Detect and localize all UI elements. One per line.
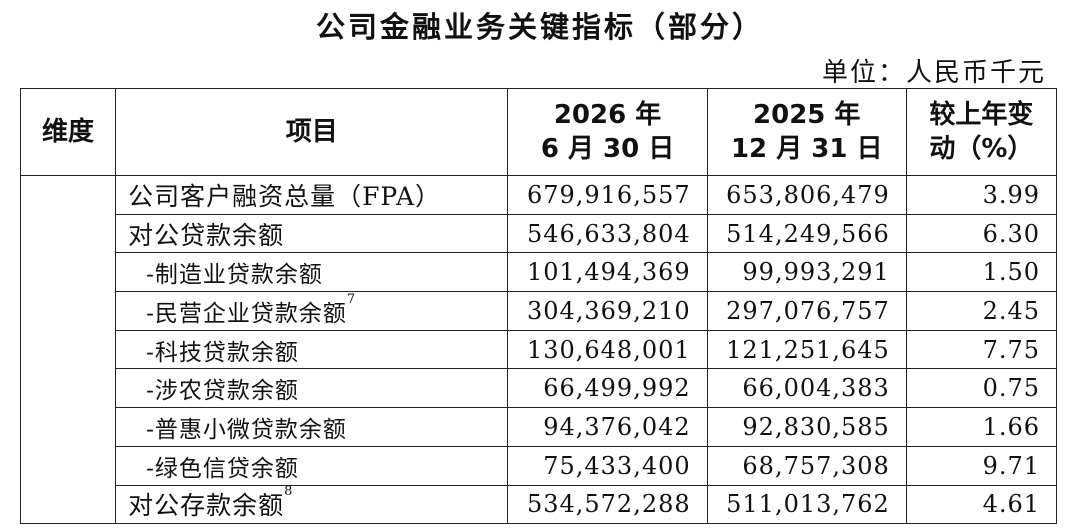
- row-item-label: -普惠小微贷款余额: [146, 416, 347, 443]
- header-change-line2: 动（%）: [929, 134, 1034, 164]
- row-item: 对公存款余额8: [115, 484, 509, 525]
- value-2026: 75,433,400: [507, 445, 708, 486]
- header-2025: 2025 年 12 月 31 日: [706, 88, 907, 176]
- row-item: -涉农贷款余额: [115, 368, 509, 409]
- value-2025: 99,993,291: [706, 252, 907, 293]
- table-row: -民营企业贷款余额7 304,369,210 297,076,757 2.45: [21, 291, 1058, 331]
- table-row: -普惠小微贷款余额 94,376,042 92,830,585 1.66: [21, 407, 1058, 447]
- change-percent: 6.30: [905, 213, 1058, 254]
- value-2026: 534,572,288: [507, 484, 708, 525]
- row-item: 对公贷款余额: [115, 213, 509, 254]
- value-2025: 297,076,757: [706, 291, 907, 331]
- unit-label: 单位：人民币千元: [821, 58, 1046, 88]
- row-item: 公司客户融资总量（FPA）: [115, 175, 509, 215]
- header-dimension: 维度: [19, 88, 117, 176]
- change-percent: 1.50: [905, 252, 1058, 293]
- row-item-label: -民营企业贷款余额: [146, 300, 347, 327]
- header-row: 维度 项目 2026 年 6 月 30 日 2025 年 12 月 31 日 较…: [19, 88, 1058, 176]
- value-2026: 546,633,804: [507, 213, 708, 254]
- table-row: -涉农贷款余额 66,499,992 66,004,383 0.75: [21, 368, 1058, 409]
- table-row: 对公存款余额8 534,572,288 511,013,762 4.61: [21, 484, 1058, 525]
- row-item: -民营企业贷款余额7: [115, 291, 509, 331]
- header-change-line1: 较上年变: [929, 100, 1034, 130]
- row-item-label: -绿色信贷余额: [146, 455, 299, 482]
- value-2025: 92,830,585: [706, 407, 907, 447]
- footnote-marker: 8: [284, 485, 294, 500]
- value-2025: 66,004,383: [706, 368, 907, 409]
- change-percent: 4.61: [905, 484, 1058, 525]
- value-2025: 514,249,566: [706, 213, 907, 254]
- table-body: 公司客户融资总量（FPA） 679,916,557 653,806,479 3.99 对…: [19, 174, 1058, 525]
- change-percent: 3.99: [905, 175, 1058, 215]
- value-2026: 101,494,369: [507, 252, 708, 293]
- header-item: 项目: [115, 88, 509, 176]
- row-item: -绿色信贷余额: [115, 445, 509, 486]
- value-2026: 66,499,992: [507, 368, 708, 409]
- row-item-label: -涉农贷款余额: [146, 378, 299, 405]
- row-item-label: 对公存款余额: [128, 491, 285, 521]
- row-item: -科技贷款余额: [115, 329, 509, 370]
- header-change: 较上年变 动（%）: [905, 88, 1058, 176]
- change-percent: 2.45: [905, 291, 1058, 331]
- row-item-label: -制造业贷款余额: [146, 262, 323, 289]
- header-2025-year: 2025 年: [753, 100, 861, 130]
- row-item-label: 公司客户融资总量（FPA）: [128, 181, 442, 211]
- table-row: 对公贷款余额 546,633,804 514,249,566 6.30: [21, 213, 1058, 254]
- header-2026-date: 6 月 30 日: [540, 134, 675, 164]
- document-title: 公司金融业务关键指标（部分）: [315, 10, 764, 44]
- value-2026: 679,916,557: [507, 175, 708, 215]
- metrics-table: 维度 项目 2026 年 6 月 30 日 2025 年 12 月 31 日 较…: [19, 88, 1058, 525]
- row-item-label: 对公贷款余额: [128, 220, 285, 250]
- value-2025: 68,757,308: [706, 445, 907, 486]
- table-row: -绿色信贷余额 75,433,400 68,757,308 9.71: [21, 445, 1058, 486]
- change-percent: 1.66: [905, 407, 1058, 447]
- row-item-label: -科技贷款余额: [146, 339, 299, 366]
- value-2026: 94,376,042: [507, 407, 708, 447]
- table-row: 公司客户融资总量（FPA） 679,916,557 653,806,479 3.99: [19, 174, 1058, 525]
- group-label: [19, 174, 117, 525]
- value-2026: 130,648,001: [507, 329, 708, 370]
- header-2026-year: 2026 年: [553, 100, 662, 130]
- table-row: -科技贷款余额 130,648,001 121,251,645 7.75: [21, 329, 1058, 370]
- change-percent: 9.71: [905, 445, 1058, 486]
- value-2025: 653,806,479: [706, 175, 907, 215]
- change-percent: 7.75: [905, 329, 1058, 370]
- row-item: -普惠小微贷款余额: [115, 407, 509, 447]
- value-2025: 511,013,762: [706, 484, 907, 525]
- value-2025: 121,251,645: [706, 329, 907, 370]
- row-item: -制造业贷款余额: [115, 252, 509, 293]
- header-2025-date: 12 月 31 日: [730, 134, 883, 164]
- change-percent: 0.75: [905, 368, 1058, 409]
- header-2026: 2026 年 6 月 30 日: [507, 88, 708, 176]
- footnote-marker: 7: [346, 291, 357, 307]
- table-row: -制造业贷款余额 101,494,369 99,993,291 1.50: [21, 252, 1058, 293]
- value-2026: 304,369,210: [507, 291, 708, 331]
